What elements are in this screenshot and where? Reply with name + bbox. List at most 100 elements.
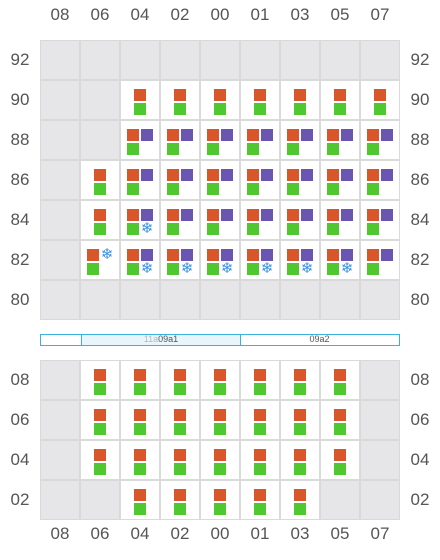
green-marker-icon (207, 143, 219, 155)
empty-cell (41, 161, 79, 199)
seat-cell[interactable] (241, 361, 279, 399)
seat-cell[interactable] (81, 201, 119, 239)
seat-cell[interactable] (361, 161, 399, 199)
red-marker-icon (247, 249, 259, 261)
seat-cell[interactable] (161, 401, 199, 439)
seat-cell[interactable] (321, 401, 359, 439)
seat-cell[interactable] (321, 441, 359, 479)
green-marker-icon (254, 423, 266, 435)
seat-cell[interactable] (201, 441, 239, 479)
empty-cell (41, 441, 79, 479)
row-label-right-08: 08 (410, 370, 430, 389)
seat-cell[interactable] (161, 441, 199, 479)
column-label-02: 02 (170, 5, 190, 24)
seat-cell[interactable] (241, 121, 279, 159)
seat-cell[interactable] (81, 401, 119, 439)
green-marker-icon (334, 423, 346, 435)
seat-cell[interactable] (201, 81, 239, 119)
seat-cell[interactable] (81, 161, 119, 199)
seat-cell[interactable] (361, 241, 399, 279)
section-segment-09a1[interactable]: 11a09a1 (81, 335, 241, 345)
seat-cell[interactable] (361, 121, 399, 159)
seat-cell[interactable] (121, 81, 159, 119)
seat-cell[interactable]: ❄ (281, 241, 319, 279)
seat-cell[interactable]: ❄ (121, 201, 159, 239)
seat-cell[interactable] (241, 201, 279, 239)
seat-cell[interactable] (81, 361, 119, 399)
seat-cell[interactable] (241, 401, 279, 439)
seat-cell[interactable]: ❄ (161, 241, 199, 279)
seat-cell[interactable] (201, 201, 239, 239)
empty-cell (321, 481, 359, 519)
empty-cell (281, 281, 319, 319)
seat-cell[interactable] (321, 81, 359, 119)
red-marker-icon (94, 369, 106, 381)
seat-cell[interactable] (201, 401, 239, 439)
seat-cell[interactable] (121, 401, 159, 439)
seat-cell[interactable] (281, 481, 319, 519)
seat-cell[interactable] (281, 201, 319, 239)
seat-cell[interactable]: ❄ (201, 241, 239, 279)
seat-cell[interactable] (241, 81, 279, 119)
seat-cell[interactable] (321, 201, 359, 239)
green-marker-icon (294, 503, 306, 515)
seat-cell[interactable] (121, 121, 159, 159)
seat-cell[interactable] (161, 201, 199, 239)
green-marker-icon (254, 463, 266, 475)
seat-cell[interactable]: ❄ (121, 241, 159, 279)
seat-cell[interactable] (121, 481, 159, 519)
red-marker-icon (294, 409, 306, 421)
seat-cell[interactable] (241, 441, 279, 479)
purple-marker-icon (261, 209, 273, 221)
green-marker-icon (167, 143, 179, 155)
seat-cell[interactable] (121, 361, 159, 399)
seat-cell[interactable] (81, 441, 119, 479)
empty-cell (41, 481, 79, 519)
red-marker-icon (214, 89, 226, 101)
red-marker-icon (287, 129, 299, 141)
seat-cell[interactable] (121, 161, 159, 199)
green-marker-icon (94, 223, 106, 235)
red-marker-icon (174, 89, 186, 101)
red-marker-icon (167, 129, 179, 141)
seat-cell[interactable]: ❄ (81, 241, 119, 279)
section-segment-09a2[interactable]: 09a2 (241, 335, 398, 345)
seat-cell[interactable] (241, 481, 279, 519)
seat-cell[interactable] (281, 81, 319, 119)
seat-cell[interactable] (281, 441, 319, 479)
seat-cell[interactable] (201, 161, 239, 199)
red-marker-icon (367, 129, 379, 141)
column-label-01: 01 (250, 5, 270, 24)
seat-cell[interactable]: ❄ (321, 241, 359, 279)
seat-cell[interactable] (321, 361, 359, 399)
seat-cell[interactable] (161, 81, 199, 119)
seat-cell[interactable] (241, 161, 279, 199)
red-marker-icon (94, 409, 106, 421)
red-marker-icon (207, 209, 219, 221)
seat-cell[interactable] (161, 481, 199, 519)
seat-cell[interactable] (321, 161, 359, 199)
seat-cell[interactable] (121, 441, 159, 479)
seat-cell[interactable] (201, 361, 239, 399)
seat-cell[interactable] (361, 201, 399, 239)
seat-cell[interactable] (321, 121, 359, 159)
seat-cell[interactable] (281, 121, 319, 159)
seat-cell[interactable] (281, 161, 319, 199)
red-marker-icon (254, 89, 266, 101)
green-marker-icon (374, 103, 386, 115)
seat-cell[interactable]: ❄ (241, 241, 279, 279)
seat-cell[interactable] (361, 81, 399, 119)
seat-cell[interactable] (161, 361, 199, 399)
empty-cell (241, 41, 279, 79)
green-marker-icon (287, 183, 299, 195)
column-label-06: 06 (90, 5, 110, 24)
red-marker-icon (214, 409, 226, 421)
red-marker-icon (294, 89, 306, 101)
seat-cell[interactable] (281, 361, 319, 399)
seat-cell[interactable] (161, 161, 199, 199)
empty-cell (241, 281, 279, 319)
seat-cell[interactable] (161, 121, 199, 159)
seat-cell[interactable] (201, 121, 239, 159)
seat-cell[interactable] (201, 481, 239, 519)
seat-cell[interactable] (281, 401, 319, 439)
